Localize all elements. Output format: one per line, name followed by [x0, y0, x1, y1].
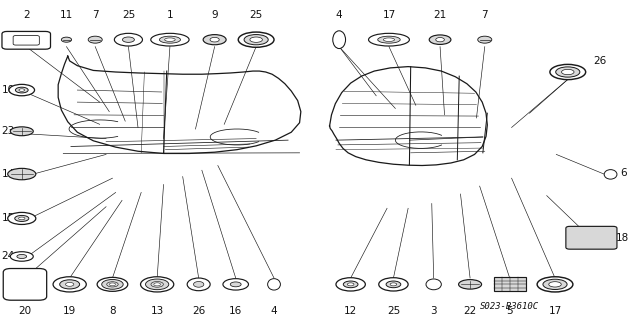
Ellipse shape [154, 283, 161, 286]
Circle shape [61, 37, 72, 42]
Text: 4: 4 [271, 306, 277, 315]
Ellipse shape [193, 281, 204, 287]
Ellipse shape [383, 38, 395, 41]
Text: 5: 5 [506, 306, 513, 315]
Text: 8: 8 [109, 306, 116, 315]
Text: 21: 21 [433, 10, 447, 20]
Text: 23: 23 [1, 126, 15, 136]
Text: 26: 26 [593, 56, 607, 66]
Ellipse shape [53, 277, 86, 292]
Ellipse shape [230, 282, 241, 287]
Ellipse shape [604, 170, 617, 179]
Text: 22: 22 [463, 306, 477, 315]
Ellipse shape [548, 282, 561, 287]
FancyBboxPatch shape [3, 269, 47, 300]
Ellipse shape [122, 37, 134, 42]
Text: 13: 13 [150, 306, 164, 315]
Ellipse shape [238, 32, 274, 47]
Ellipse shape [429, 35, 451, 44]
Ellipse shape [244, 34, 268, 45]
Ellipse shape [141, 277, 173, 292]
Ellipse shape [10, 127, 33, 136]
FancyBboxPatch shape [2, 32, 51, 49]
Text: 4: 4 [336, 10, 342, 20]
Ellipse shape [19, 217, 25, 220]
Ellipse shape [10, 252, 33, 261]
Bar [493, 278, 525, 291]
Text: 2: 2 [23, 10, 29, 20]
Ellipse shape [379, 278, 408, 291]
Ellipse shape [164, 38, 175, 41]
Ellipse shape [556, 67, 580, 77]
Ellipse shape [19, 89, 25, 91]
Ellipse shape [9, 84, 35, 96]
FancyBboxPatch shape [566, 226, 617, 249]
Text: 17: 17 [382, 10, 396, 20]
Ellipse shape [390, 283, 397, 286]
Text: 11: 11 [60, 10, 73, 20]
Ellipse shape [151, 33, 189, 46]
Ellipse shape [60, 280, 79, 289]
Ellipse shape [203, 34, 226, 45]
Ellipse shape [369, 33, 410, 46]
Text: 24: 24 [1, 251, 15, 262]
FancyBboxPatch shape [13, 35, 39, 45]
Ellipse shape [543, 279, 567, 290]
Ellipse shape [378, 36, 400, 43]
Ellipse shape [107, 282, 118, 287]
Ellipse shape [102, 279, 123, 289]
Ellipse shape [348, 283, 354, 286]
Text: 25: 25 [122, 10, 135, 20]
Circle shape [210, 37, 220, 42]
Ellipse shape [459, 280, 481, 289]
Text: 7: 7 [92, 10, 99, 20]
Text: 14: 14 [1, 169, 15, 179]
Ellipse shape [115, 33, 143, 46]
Ellipse shape [17, 255, 27, 258]
Ellipse shape [223, 279, 248, 290]
Text: 15: 15 [1, 213, 15, 223]
Text: 10: 10 [1, 85, 15, 95]
Ellipse shape [550, 64, 586, 80]
Text: 12: 12 [344, 306, 357, 315]
Text: 18: 18 [616, 234, 629, 243]
Ellipse shape [561, 69, 574, 75]
Ellipse shape [537, 277, 573, 292]
Ellipse shape [15, 215, 29, 221]
Text: 6: 6 [620, 168, 627, 178]
Ellipse shape [250, 37, 262, 42]
Ellipse shape [109, 283, 115, 286]
Text: 3: 3 [430, 306, 437, 315]
Text: 7: 7 [481, 10, 488, 20]
Ellipse shape [336, 278, 365, 291]
Ellipse shape [151, 281, 163, 287]
Ellipse shape [8, 168, 36, 180]
Ellipse shape [333, 31, 346, 48]
Ellipse shape [426, 279, 442, 290]
Text: 1: 1 [166, 10, 173, 20]
Text: S023-B3610C: S023-B3610C [480, 302, 540, 311]
Ellipse shape [97, 278, 128, 291]
Text: 17: 17 [548, 306, 562, 315]
Text: 20: 20 [19, 306, 31, 315]
Ellipse shape [343, 281, 358, 288]
Text: 25: 25 [387, 306, 400, 315]
Text: 16: 16 [229, 306, 243, 315]
Text: 25: 25 [250, 10, 263, 20]
Circle shape [477, 36, 492, 43]
Ellipse shape [65, 282, 74, 286]
Ellipse shape [145, 279, 169, 290]
Text: 9: 9 [211, 10, 218, 20]
Text: 19: 19 [63, 306, 76, 315]
Ellipse shape [268, 279, 280, 290]
Ellipse shape [187, 278, 210, 291]
Text: 26: 26 [192, 306, 205, 315]
Ellipse shape [159, 36, 180, 43]
Circle shape [88, 36, 102, 43]
Ellipse shape [386, 281, 401, 288]
Ellipse shape [8, 212, 36, 225]
Ellipse shape [15, 87, 28, 93]
Circle shape [436, 38, 444, 42]
